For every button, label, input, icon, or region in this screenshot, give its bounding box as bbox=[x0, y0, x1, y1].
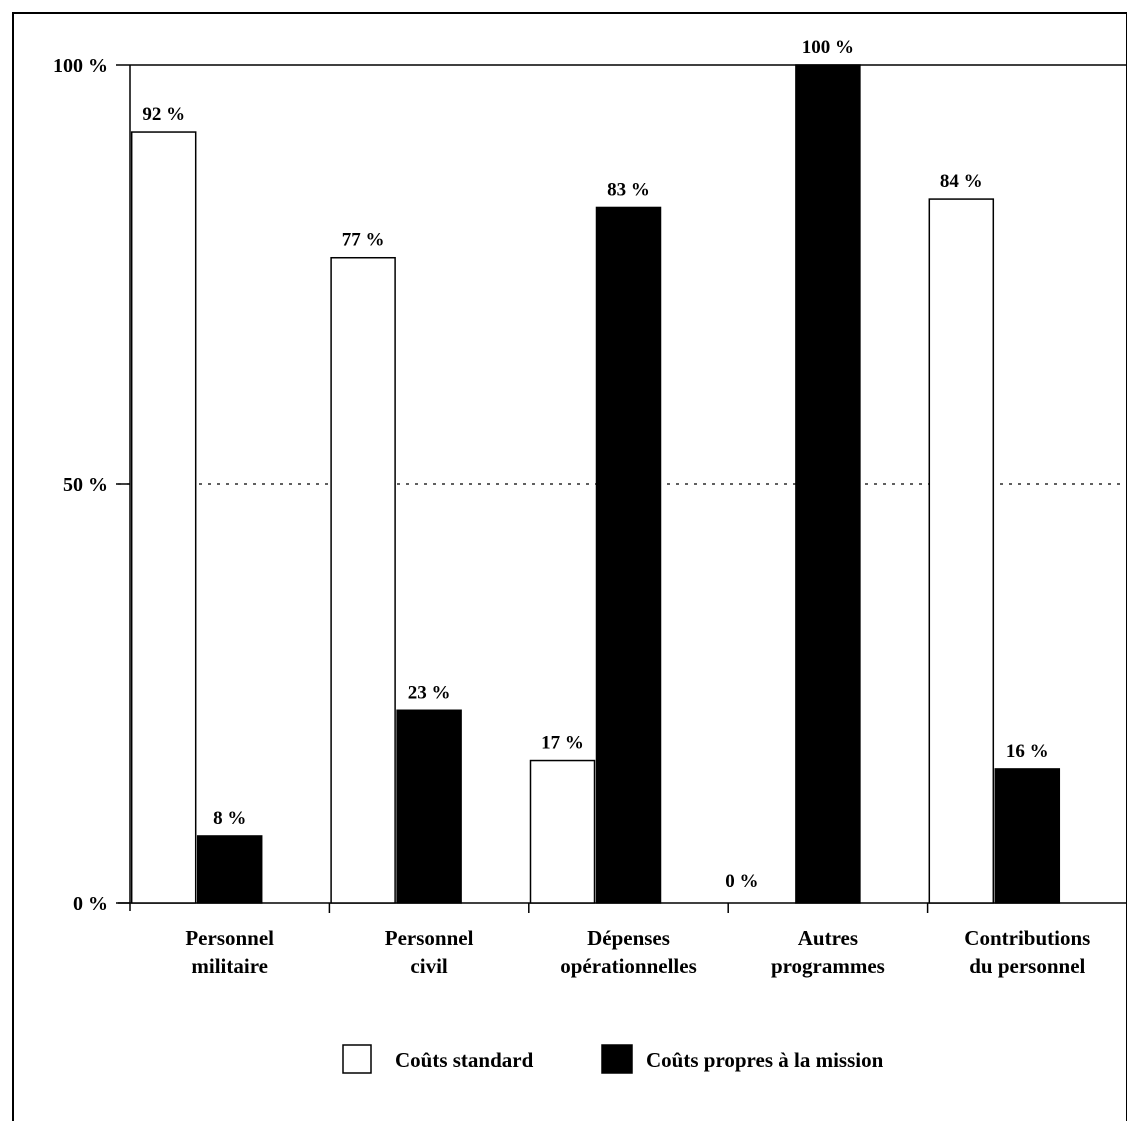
x-tick-label: Autres bbox=[798, 926, 858, 950]
legend-label-mission: Coûts propres à la mission bbox=[646, 1048, 884, 1072]
data-label: 8 % bbox=[213, 808, 246, 829]
x-tick-label: Dépenses bbox=[587, 926, 670, 950]
data-label: 16 % bbox=[1006, 741, 1049, 762]
y-tick-label: 50 % bbox=[63, 474, 108, 496]
bar-mission bbox=[595, 206, 662, 904]
bar-mission bbox=[795, 64, 861, 904]
x-tick-label: Contributions bbox=[964, 926, 1090, 950]
y-tick-label: 0 % bbox=[73, 893, 108, 915]
y-tick-label: 100 % bbox=[53, 55, 108, 77]
x-tick-label: Personnel bbox=[185, 926, 274, 950]
x-tick-label: programmes bbox=[771, 954, 885, 978]
bar-mission bbox=[396, 709, 462, 904]
data-label: 23 % bbox=[408, 682, 451, 703]
chart-frame bbox=[12, 12, 1127, 1121]
data-label: 92 % bbox=[142, 104, 185, 125]
data-label: 83 % bbox=[607, 179, 650, 200]
x-tick-label: civil bbox=[410, 954, 447, 978]
x-tick-label: militaire bbox=[191, 954, 268, 978]
legend-swatch-mission bbox=[601, 1044, 633, 1074]
bar-standard bbox=[330, 256, 396, 904]
bar-mission bbox=[196, 835, 263, 904]
data-label: 84 % bbox=[940, 171, 983, 192]
legend-label-standard: Coûts standard bbox=[395, 1048, 534, 1072]
data-label: 17 % bbox=[541, 733, 584, 754]
bar-standard bbox=[130, 131, 197, 904]
bar-standard bbox=[529, 759, 596, 904]
data-label: 77 % bbox=[342, 230, 385, 251]
bar-standard bbox=[928, 198, 995, 904]
bar-mission bbox=[994, 768, 1061, 904]
legend-swatch-standard bbox=[342, 1044, 372, 1074]
x-tick-label: Personnel bbox=[385, 926, 474, 950]
x-tick-label: opérationnelles bbox=[560, 954, 697, 978]
data-label: 100 % bbox=[802, 37, 854, 58]
data-label: 0 % bbox=[725, 871, 758, 892]
x-tick-label: du personnel bbox=[969, 954, 1085, 978]
